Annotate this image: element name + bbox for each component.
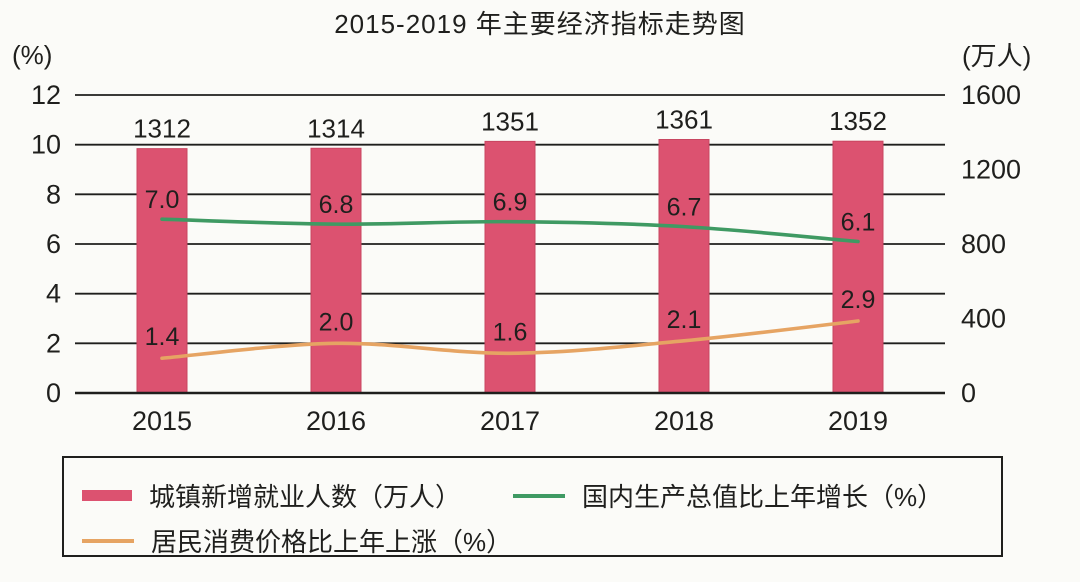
- bar-2018: [658, 139, 710, 394]
- year-label-2017: 2017: [480, 406, 540, 436]
- gdp-value-label-2019: 6.1: [841, 209, 876, 237]
- right-tick-label-1200: 1200: [961, 155, 1021, 185]
- cpi-value-label-2018: 2.1: [667, 306, 702, 334]
- cpi-value-label-2019: 2.9: [841, 286, 876, 314]
- legend-label-cpi: 居民消费价格比上年上涨（%）: [151, 527, 513, 557]
- legend-item-employment: 城镇新增就业人数（万人）: [82, 477, 461, 514]
- bar-2015: [136, 148, 188, 394]
- legend-item-cpi: 居民消费价格比上年上涨（%）: [82, 522, 512, 559]
- year-label-2019: 2019: [828, 406, 888, 436]
- plot-area: 0 2 4 6 8 10 12 0 400 800 1200 1600 1312 1314 1351 1361…: [31, 80, 1021, 436]
- chart-title: 2015-2019 年主要经济指标走势图: [334, 9, 746, 39]
- year-label-2018: 2018: [654, 406, 714, 436]
- cpi-line: [160, 319, 860, 361]
- right-tick-label-800: 800: [961, 229, 1006, 259]
- left-tick-label-4: 4: [46, 279, 61, 309]
- right-axis-unit-label: (万人): [962, 41, 1032, 71]
- year-label-2015: 2015: [132, 406, 192, 436]
- legend-box: 城镇新增就业人数（万人） 国内生产总值比上年增长（%） 居民消费价格比上年上涨（…: [62, 456, 1003, 557]
- legend-label-gdp-growth: 国内生产总值比上年增长（%）: [582, 482, 944, 512]
- gdp-value-label-2016: 6.8: [319, 191, 354, 219]
- left-tick-label-10: 10: [31, 130, 61, 160]
- bar-2019: [832, 140, 884, 394]
- bar-2017: [484, 140, 536, 394]
- right-tick-label-0: 0: [961, 378, 976, 408]
- green-line-swatch-icon: [513, 493, 565, 498]
- left-tick-label-2: 2: [46, 328, 61, 358]
- bar-value-label-2019: 1352: [829, 106, 887, 136]
- bar-swatch-icon: [82, 490, 132, 501]
- legend-label-employment: 城镇新增就业人数（万人）: [149, 482, 462, 512]
- bar-2016: [310, 147, 362, 394]
- left-axis-unit-label: (%): [12, 40, 53, 70]
- cpi-value-label-2017: 1.6: [493, 318, 528, 346]
- legend-item-gdp-growth: 国内生产总值比上年增长（%）: [513, 477, 943, 514]
- right-tick-label-1600: 1600: [961, 80, 1021, 110]
- left-tick-label-6: 6: [46, 229, 61, 259]
- year-label-2016: 2016: [306, 406, 366, 436]
- left-tick-label-0: 0: [46, 378, 61, 408]
- bar-value-label-2015: 1312: [133, 114, 191, 144]
- right-tick-label-400: 400: [961, 304, 1006, 334]
- gdp-value-label-2018: 6.7: [667, 194, 702, 222]
- orange-line-swatch-icon: [82, 538, 134, 543]
- gdp-value-label-2017: 6.9: [493, 189, 528, 217]
- bar-value-label-2017: 1351: [481, 106, 539, 136]
- gdp-growth-line: [160, 217, 860, 244]
- left-tick-label-8: 8: [46, 179, 61, 209]
- bar-value-label-2018: 1361: [655, 105, 713, 135]
- left-tick-label-12: 12: [31, 80, 61, 110]
- cpi-value-label-2016: 2.0: [319, 308, 354, 336]
- gdp-value-label-2015: 7.0: [145, 186, 180, 214]
- bar-value-label-2016: 1314: [307, 113, 365, 143]
- combo-chart-svg: 0 2 4 6 8 10 12 0 400 800 1200 1600 1312 1314 1351 1361…: [31, 80, 1021, 436]
- cpi-value-label-2015: 1.4: [145, 323, 180, 351]
